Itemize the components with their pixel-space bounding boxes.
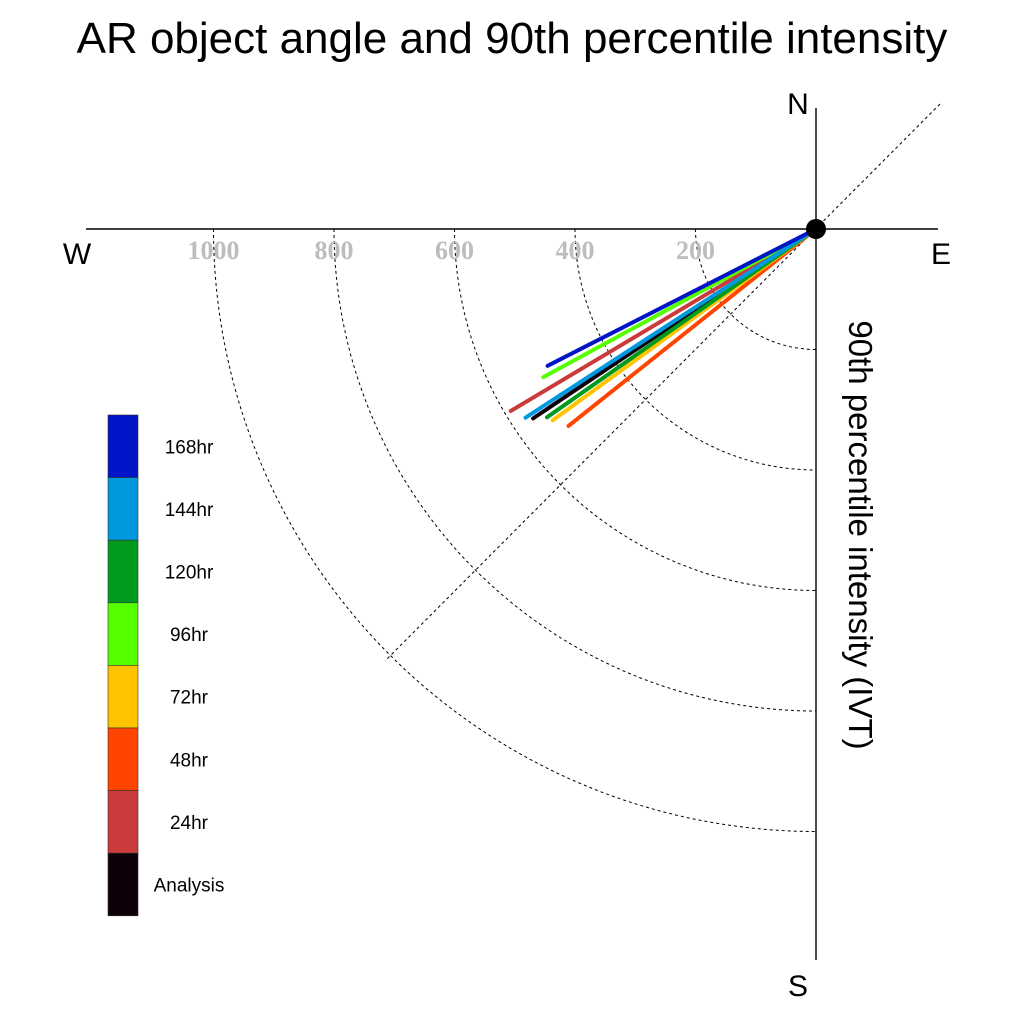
compass-south: S bbox=[788, 970, 808, 1003]
legend-swatch-96hr bbox=[107, 602, 139, 666]
compass-west: W bbox=[63, 238, 92, 271]
legend-swatch-144hr bbox=[107, 477, 139, 541]
legend: 168hr 144hr 120hr 96hr 72hr 48hr 24hr Analysis bbox=[107, 414, 225, 917]
radial-tick-label-600: 600 bbox=[435, 236, 474, 265]
series-line-168hr bbox=[545, 227, 818, 368]
grid-arc-800 bbox=[333, 228, 817, 712]
grid-arc-600 bbox=[454, 228, 817, 591]
legend-label-120hr: 120hr bbox=[165, 563, 214, 584]
legend-swatch-48hr bbox=[107, 727, 139, 791]
legend-label-96hr: 96hr bbox=[170, 625, 209, 646]
axis-layer: N S E W 90th percentile intensity (IVT) bbox=[63, 88, 951, 1003]
legend-label-168hr: 168hr bbox=[165, 437, 214, 458]
legend-label-144hr: 144hr bbox=[165, 500, 214, 521]
grid-arc-1000 bbox=[213, 228, 817, 832]
legend-swatch-24hr bbox=[107, 790, 139, 854]
legend-label-analysis: Analysis bbox=[154, 876, 225, 897]
radial-tick-label-800: 800 bbox=[315, 236, 354, 265]
legend-label-48hr: 48hr bbox=[170, 750, 209, 771]
grid-arc-400 bbox=[574, 228, 817, 471]
legend-swatch-analysis bbox=[107, 852, 139, 917]
radial-tick-label-1000: 1000 bbox=[188, 236, 240, 265]
grid-layer bbox=[213, 228, 817, 832]
radial-axis-label: 90th percentile intensity (IVT) bbox=[842, 320, 879, 749]
series-line-48hr bbox=[566, 227, 818, 428]
series-layer bbox=[508, 227, 818, 428]
radial-tick-layer: 200 400 600 800 1000 bbox=[188, 236, 716, 265]
legend-label-72hr: 72hr bbox=[170, 688, 209, 709]
origin-marker bbox=[806, 219, 826, 239]
chart-title: AR object angle and 90th percentile inte… bbox=[76, 14, 948, 63]
radial-tick-label-200: 200 bbox=[676, 236, 715, 265]
grid-arc-200 bbox=[695, 228, 817, 350]
legend-label-24hr: 24hr bbox=[170, 813, 209, 834]
legend-swatch-72hr bbox=[107, 665, 139, 729]
compass-north: N bbox=[787, 88, 809, 121]
series-line-24hr bbox=[508, 227, 818, 413]
legend-swatch-168hr bbox=[107, 414, 139, 478]
diagonal-guide bbox=[384, 103, 941, 662]
series-line-144hr bbox=[523, 227, 818, 420]
legend-swatch-120hr bbox=[107, 539, 139, 604]
compass-east: E bbox=[931, 238, 951, 271]
radial-tick-label-400: 400 bbox=[556, 236, 595, 265]
